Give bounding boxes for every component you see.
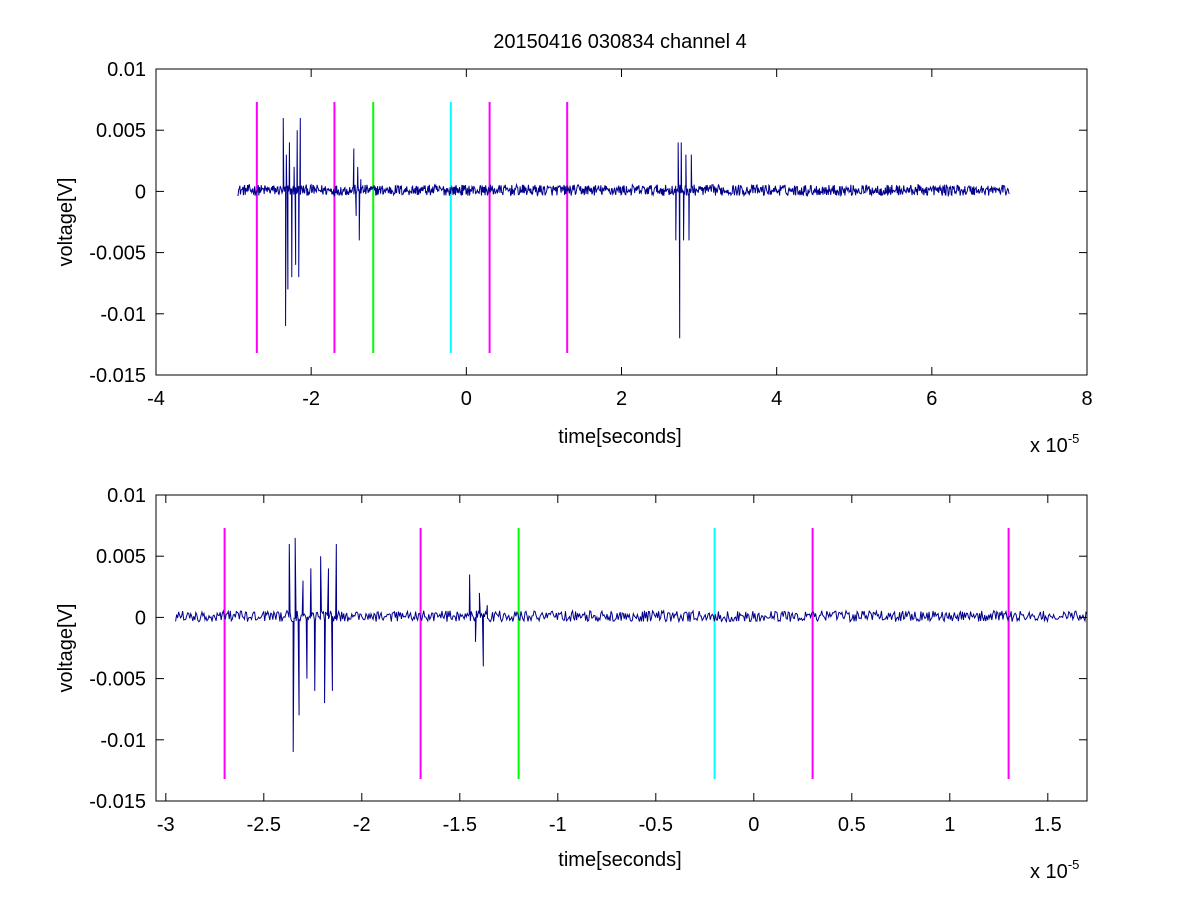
bottom-subplot-signal — [175, 537, 1088, 753]
bottom-subplot-x-tick-label: 1.5 — [1034, 814, 1062, 836]
top-subplot-y-ticks: -0.015 -0.01 -0.005 0 0.005 0.01 — [89, 59, 1087, 387]
bottom-subplot-x-exponent-base: x 10 — [1030, 861, 1068, 883]
bottom-subplot-x-ticks: -3 -2.5 -2 -1.5 -1 -0.5 0 0.5 1 1.5 — [157, 495, 1062, 836]
bottom-subplot-y-tick-label: 0.01 — [107, 485, 146, 507]
bottom-subplot-x-tick-label: -0.5 — [639, 814, 673, 836]
bottom-subplot-x-exponent: x 10-5 — [1030, 857, 1079, 883]
bottom-subplot-y-tick-label: 0 — [135, 607, 146, 629]
top-subplot-y-axis-label: voltage[V] — [55, 178, 77, 267]
figure-title: 20150416 030834 channel 4 — [493, 31, 747, 53]
top-subplot-y-tick-label: -0.015 — [89, 365, 146, 387]
bottom-subplot-x-tick-label: -2 — [353, 814, 371, 836]
top-subplot-x-tick-label: 6 — [926, 388, 937, 410]
top-subplot-x-ticks: -4 -2 0 2 4 6 8 — [147, 69, 1093, 410]
bottom-subplot-x-axis-label: time[seconds] — [558, 849, 681, 871]
top-subplot-y-tick-label: 0.01 — [107, 59, 146, 81]
top-subplot-y-tick-label: -0.005 — [89, 243, 146, 265]
top-subplot-x-tick-label: 0 — [461, 388, 472, 410]
bottom-subplot-x-tick-label: -1.5 — [443, 814, 477, 836]
bottom-subplot-y-tick-label: 0.005 — [96, 546, 146, 568]
bottom-subplot-x-tick-label: -2.5 — [247, 814, 281, 836]
bottom-subplot-y-axis-label: voltage[V] — [55, 604, 77, 693]
top-subplot-x-tick-label: -2 — [302, 388, 320, 410]
top-subplot-x-exponent-power: -5 — [1068, 431, 1080, 446]
top-subplot: -4 -2 0 2 4 6 8 -0.015 -0.01 -0.005 0 0.005 0.01 ti… — [55, 59, 1093, 457]
top-subplot-y-tick-label: 0 — [135, 181, 146, 203]
top-subplot-x-tick-label: 2 — [616, 388, 627, 410]
top-subplot-x-tick-label: 8 — [1081, 388, 1092, 410]
bottom-subplot-x-tick-label: 1 — [944, 814, 955, 836]
top-subplot-x-exponent-base: x 10 — [1030, 435, 1068, 457]
top-subplot-y-tick-label: -0.01 — [100, 304, 146, 326]
bottom-subplot: -3 -2.5 -2 -1.5 -1 -0.5 0 0.5 1 1.5 -0.015-0.01-0… — [55, 485, 1088, 883]
bottom-subplot-x-tick-label: 0.5 — [838, 814, 866, 836]
bottom-subplot-x-tick-label: -3 — [157, 814, 175, 836]
top-subplot-y-tick-label: 0.005 — [96, 120, 146, 142]
bottom-subplot-y-tick-label: -0.015 — [89, 791, 146, 813]
top-subplot-x-tick-label: 4 — [771, 388, 782, 410]
top-subplot-signal-line — [237, 117, 1010, 339]
top-subplot-markers — [255, 102, 569, 353]
bottom-subplot-axes-box — [155, 494, 1088, 802]
bottom-subplot-y-tick-label: -0.005 — [89, 669, 146, 691]
bottom-subplot-y-ticks: -0.015 -0.01 -0.005 0 0.005 0.01 — [89, 485, 1087, 813]
bottom-subplot-x-tick-label: -1 — [549, 814, 567, 836]
bottom-subplot-x-tick-label: 0 — [748, 814, 759, 836]
bottom-subplot-y-tick-label: -0.01 — [100, 730, 146, 752]
top-subplot-signal — [237, 117, 1010, 339]
top-subplot-x-tick-label: -4 — [147, 388, 165, 410]
bottom-subplot-signal-line — [175, 537, 1088, 753]
top-subplot-x-exponent: x 10-5 — [1030, 431, 1079, 457]
bottom-subplot-x-exponent-power: -5 — [1068, 857, 1080, 872]
bottom-subplot-markers — [223, 528, 1010, 779]
top-subplot-x-axis-label: time[seconds] — [558, 426, 681, 448]
